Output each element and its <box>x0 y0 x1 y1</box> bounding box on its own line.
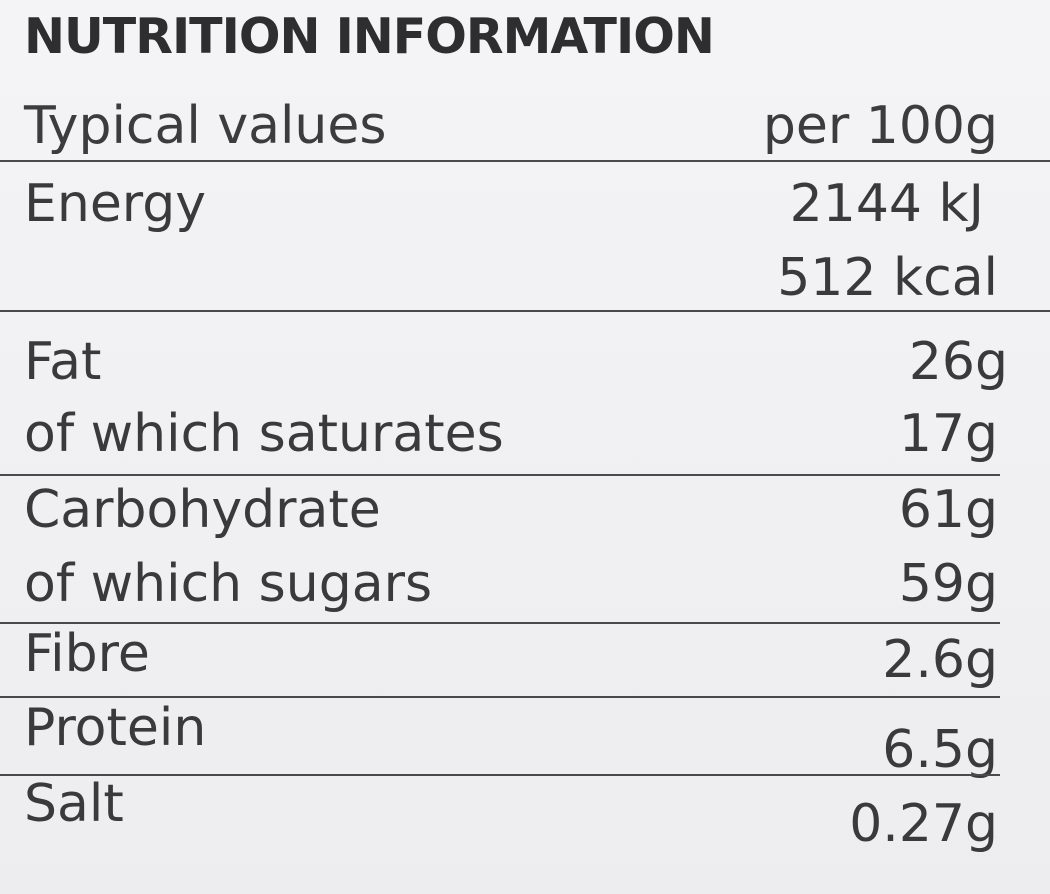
row-carbohydrate-label: Carbohydrate <box>24 480 381 540</box>
row-fibre-value: 2.6g <box>882 630 998 690</box>
row-energy-kcal-value: 512 kcal <box>777 248 998 308</box>
row-fat: Fat 26g <box>0 330 1050 400</box>
protein-divider <box>0 774 1000 776</box>
row-salt-label: Salt <box>24 774 124 834</box>
header-unit: per 100g <box>762 96 998 156</box>
header-divider <box>0 160 1050 162</box>
row-saturates-label: of which saturates <box>24 404 504 464</box>
energy-divider <box>0 310 1050 312</box>
row-sugars: of which sugars 59g <box>0 552 1050 622</box>
row-carbohydrate: Carbohydrate 61g <box>0 478 1050 548</box>
row-saturates-value: 17g <box>898 404 998 464</box>
row-protein-label: Protein <box>24 698 207 758</box>
row-energy-kcal: 512 kcal <box>0 244 1050 314</box>
row-energy-label: Energy <box>24 174 207 234</box>
row-sugars-value: 59g <box>898 554 998 614</box>
header-row: Typical values per 100g <box>0 96 1050 166</box>
row-protein: Protein 6.5g <box>0 698 1050 776</box>
row-salt: Salt 0.27g <box>0 774 1050 850</box>
fat-divider <box>0 474 1000 476</box>
row-fat-label: Fat <box>24 332 102 392</box>
carbohydrate-divider <box>0 622 1000 624</box>
row-fat-value: 26g <box>908 332 1008 392</box>
row-fibre-label: Fibre <box>24 624 150 684</box>
row-energy-kj-value: 2144 kJ <box>789 174 984 234</box>
row-protein-value: 6.5g <box>882 720 998 780</box>
row-energy-kj: Energy 2144 kJ <box>0 172 1050 242</box>
row-salt-value: 0.27g <box>849 794 998 854</box>
header-label: Typical values <box>24 96 387 156</box>
nutrition-title: NUTRITION INFORMATION <box>24 8 715 65</box>
row-fibre: Fibre 2.6g <box>0 624 1050 694</box>
row-sugars-label: of which sugars <box>24 554 433 614</box>
fibre-divider <box>0 696 1000 698</box>
row-carbohydrate-value: 61g <box>898 480 998 540</box>
row-saturates: of which saturates 17g <box>0 402 1050 472</box>
